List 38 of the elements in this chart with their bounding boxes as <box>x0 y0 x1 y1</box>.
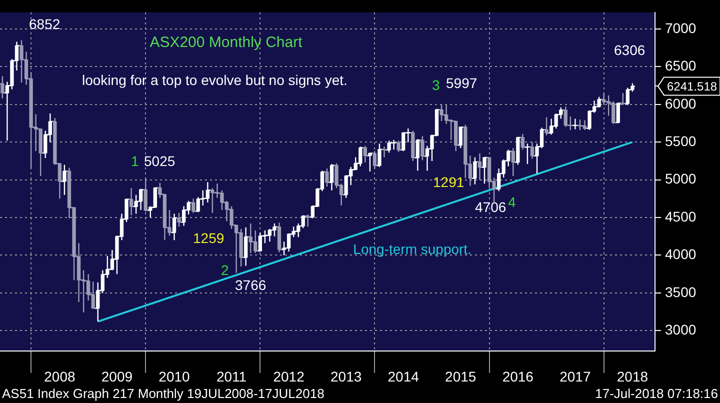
annotation: looking for a top to evolve but no signs yet. <box>82 72 348 88</box>
x-tick-label: 2015 <box>445 368 476 384</box>
x-tick-label: 2012 <box>273 368 305 384</box>
y-tick-label: 7000 <box>665 20 696 36</box>
annotation: 6306 <box>614 42 646 58</box>
x-tick-label: 2013 <box>330 368 362 384</box>
y-tick-label: 6500 <box>665 58 696 74</box>
y-tick-label: 5500 <box>665 132 696 149</box>
y-tick-label: 4000 <box>665 246 696 262</box>
annotation: 5997 <box>446 75 478 91</box>
y-tick-label: 6000 <box>665 95 696 112</box>
x-tick-label: 2009 <box>101 368 133 384</box>
annotation: 3 <box>432 77 440 93</box>
annotation: 4706 <box>475 199 506 215</box>
text: ASX200 Monthly Chart <box>150 34 304 51</box>
y-tick-label: 5000 <box>665 170 696 187</box>
x-tick-label: 2016 <box>502 368 534 384</box>
x-tick-label: 2018 <box>616 368 648 384</box>
y-tick-label: 6241.518 <box>667 80 718 94</box>
annotation: 1 <box>131 153 139 169</box>
annotation: 4 <box>508 194 516 210</box>
annotation: 6852 <box>29 16 60 32</box>
text: 17-Jul-2018 07:18:16 <box>595 386 718 401</box>
series-label: Long-term support. <box>353 240 472 257</box>
annotation: 1259 <box>193 230 224 246</box>
annotation: 5025 <box>144 153 176 169</box>
y-tick-label: 3000 <box>665 322 696 338</box>
text: AS51 Index Graph 217 Monthly 19JUL2008-17JUL2018 <box>2 386 324 401</box>
annotation: 3766 <box>235 277 266 293</box>
x-tick-label: 2011 <box>216 368 247 384</box>
x-tick-label: 2017 <box>560 368 591 384</box>
annotation: 2 <box>221 262 229 278</box>
y-tick-label: 3500 <box>665 284 696 300</box>
y-tick-label: 4500 <box>665 208 696 224</box>
annotation: 1291 <box>433 174 464 190</box>
x-tick-label: 2014 <box>388 368 420 384</box>
x-tick-label: 2010 <box>158 368 190 384</box>
x-tick-label: 2008 <box>44 368 76 384</box>
